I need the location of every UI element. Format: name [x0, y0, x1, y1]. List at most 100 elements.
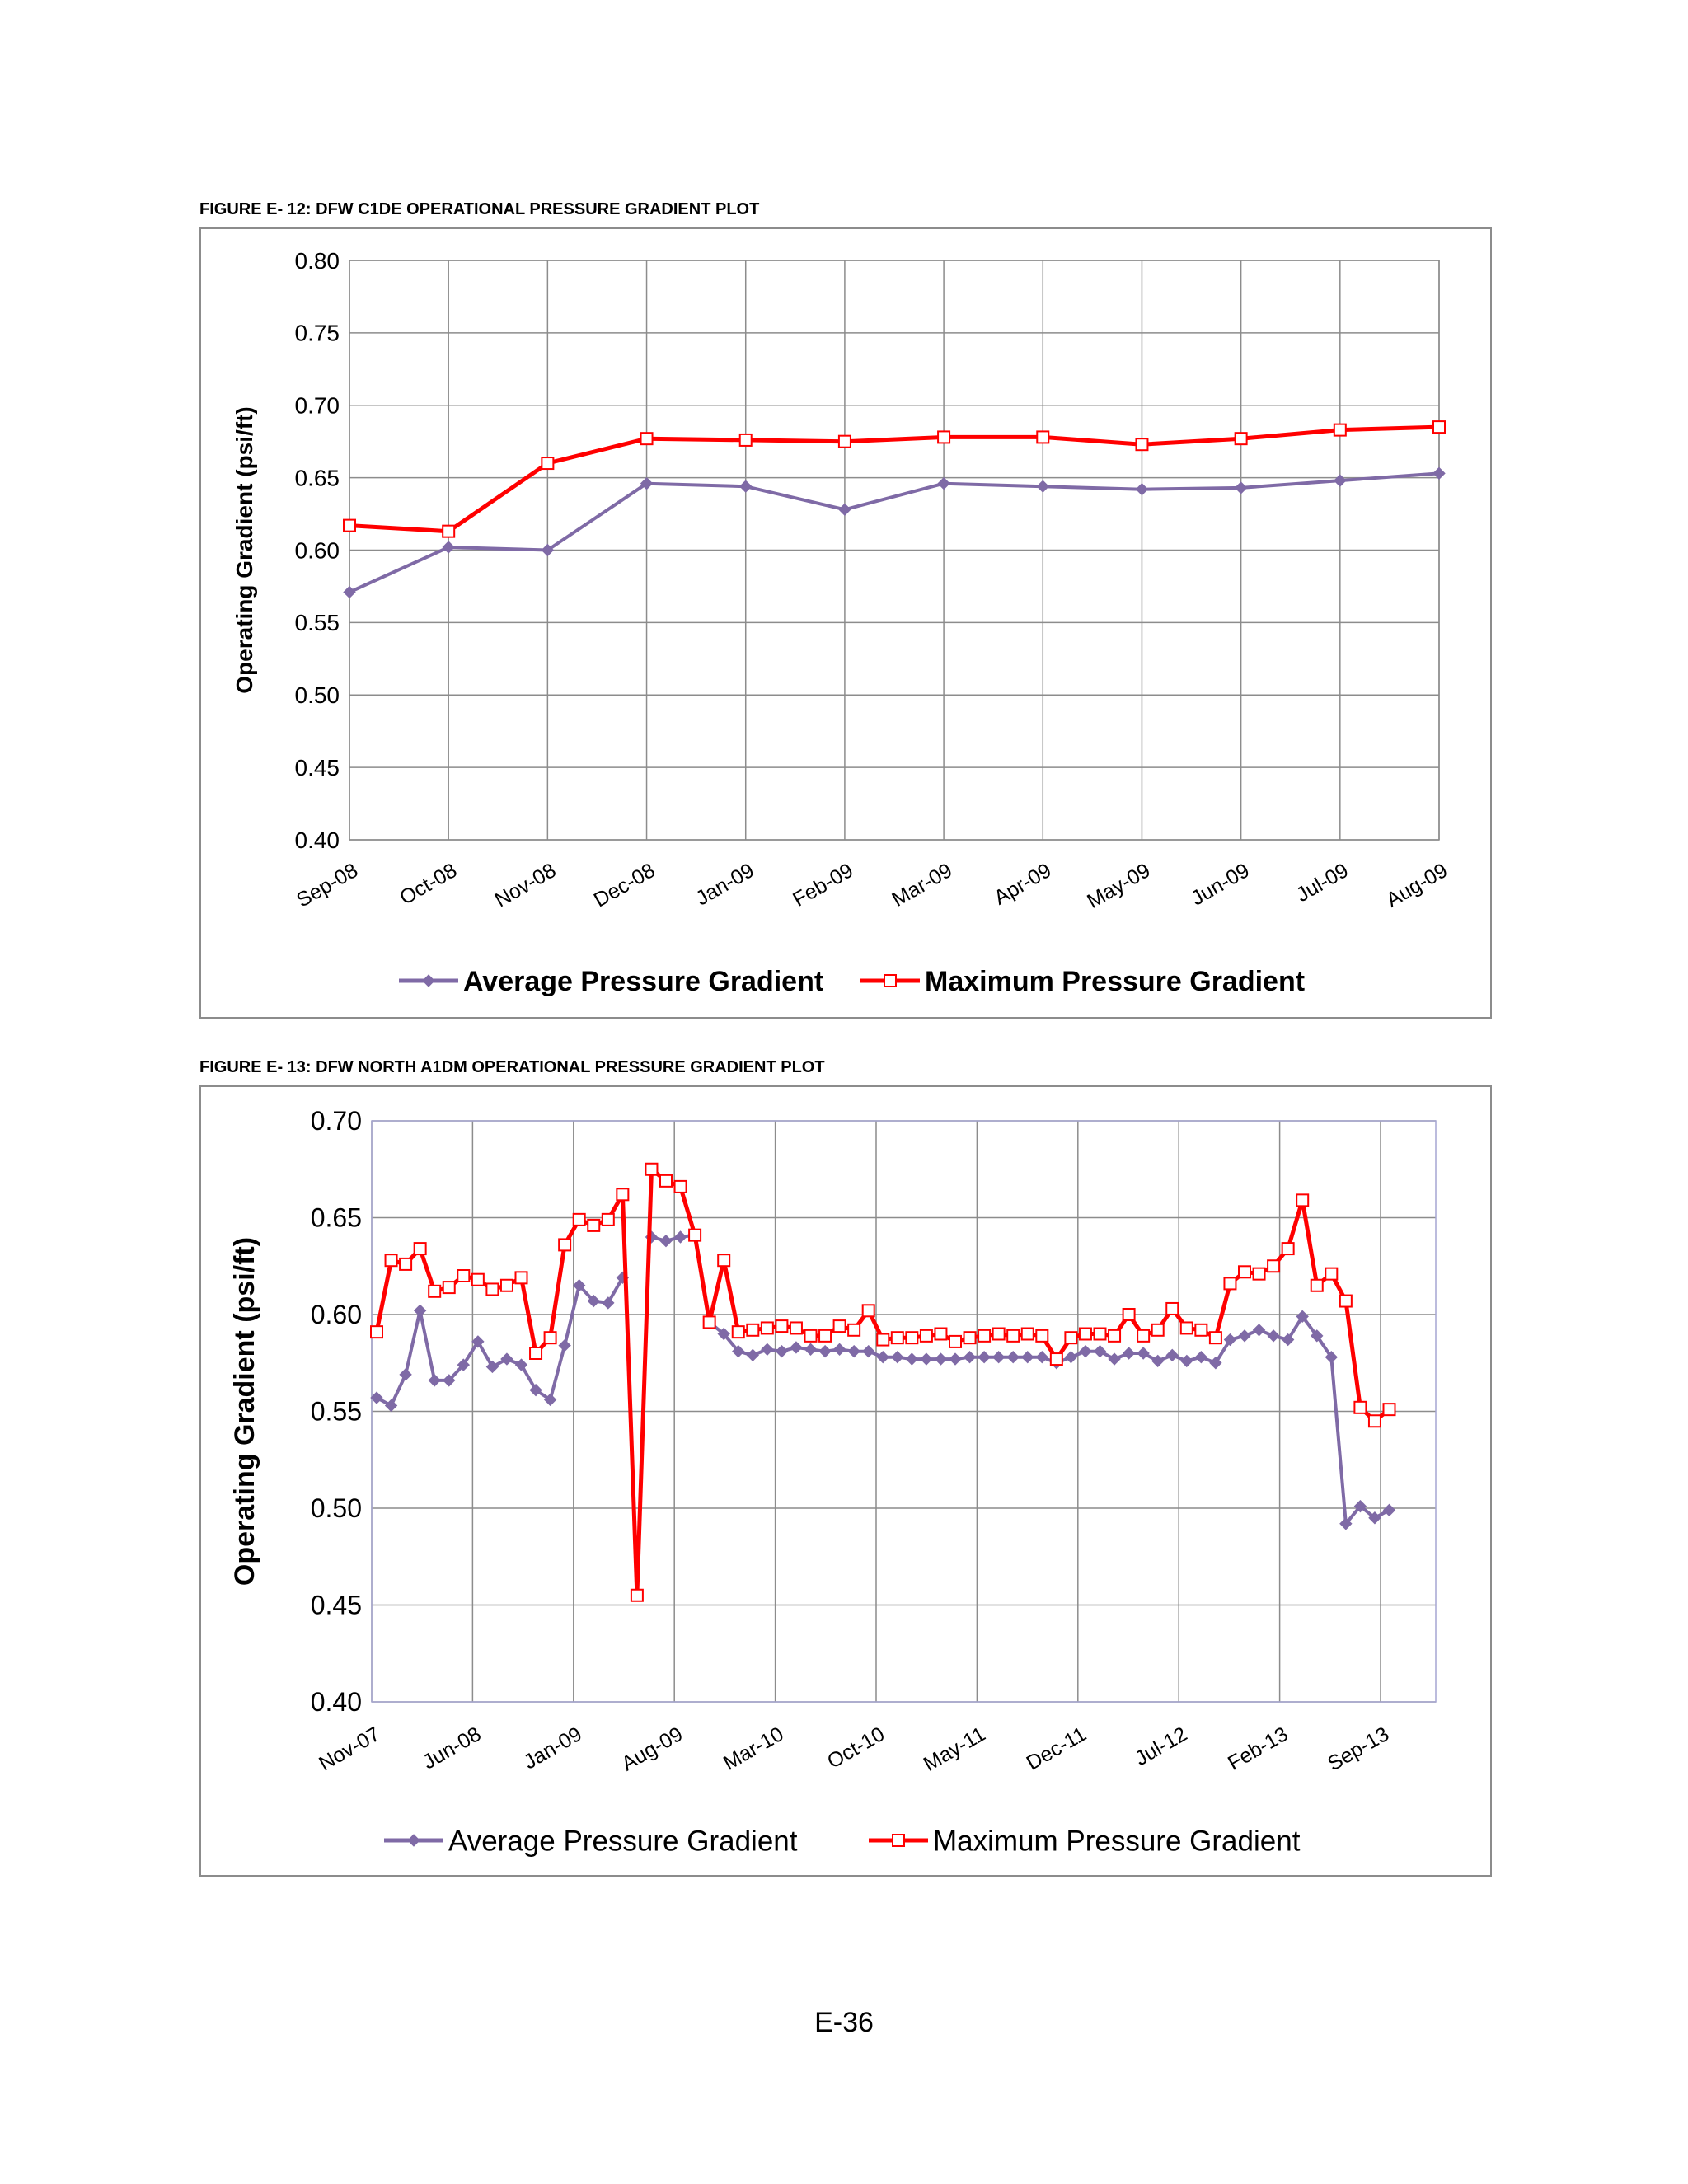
data-point — [572, 1279, 586, 1292]
x-tick-label: Apr-09 — [990, 859, 1055, 910]
data-point — [837, 434, 851, 448]
data-point — [992, 1327, 1006, 1341]
data-point — [543, 1331, 557, 1345]
data-point — [861, 1344, 875, 1358]
data-point — [1252, 1324, 1266, 1337]
data-point — [1325, 1267, 1339, 1281]
data-point — [1281, 1242, 1295, 1256]
data-point — [717, 1254, 731, 1268]
data-point — [1093, 1327, 1107, 1341]
data-point — [1223, 1333, 1237, 1347]
data-point — [1078, 1327, 1092, 1341]
y-tick-label: 0.40 — [295, 827, 340, 853]
chart-2: 0.70 0.65 0.60 0.55 0.50 0.45 0.40 Nov-07 Jun-08… — [229, 1106, 1437, 1857]
data-point — [702, 1315, 716, 1329]
data-point — [1223, 1277, 1237, 1291]
y-tick-label: 0.80 — [295, 248, 340, 274]
x-tick-label: Nov-08 — [491, 859, 560, 912]
data-point — [934, 1327, 948, 1341]
data-point — [413, 1242, 427, 1256]
data-point — [399, 1368, 412, 1381]
data-point — [370, 1325, 383, 1339]
data-point — [1208, 1331, 1222, 1345]
data-point — [1334, 474, 1347, 487]
x-tick-label: Mar-09 — [889, 859, 957, 912]
data-point — [673, 1179, 687, 1193]
y-tick-label: 0.50 — [295, 682, 340, 708]
legend-marker — [407, 1834, 420, 1847]
data-point — [543, 1393, 557, 1407]
series-line — [374, 1167, 1391, 1598]
legend-marker — [892, 1834, 905, 1847]
data-point — [1006, 1329, 1020, 1343]
data-point — [645, 1162, 659, 1176]
data-point — [738, 433, 753, 447]
data-point — [558, 1238, 572, 1252]
y-axis-label: Operating Gradient (psi/ft) — [229, 1237, 260, 1586]
data-point — [790, 1341, 803, 1354]
data-point — [832, 1343, 846, 1357]
data-point — [1194, 1323, 1208, 1337]
data-point — [949, 1352, 962, 1366]
x-tick-label: Jul-12 — [1131, 1722, 1191, 1770]
y-tick-label: 0.50 — [311, 1493, 362, 1523]
x-tick-label: Dec-08 — [590, 859, 659, 912]
data-point — [1151, 1323, 1165, 1337]
data-point — [1165, 1348, 1179, 1362]
y-tick-label: 0.45 — [295, 755, 340, 780]
data-point — [688, 1228, 702, 1242]
data-point — [919, 1329, 933, 1343]
data-point — [485, 1282, 499, 1296]
data-point — [442, 524, 456, 538]
x-tick-label: Jul-09 — [1292, 859, 1353, 907]
data-point — [370, 1391, 383, 1404]
data-point — [861, 1304, 875, 1318]
data-point — [529, 1383, 542, 1397]
data-point — [558, 1338, 571, 1352]
plot-area — [349, 260, 1440, 841]
x-tick-label: Oct-10 — [823, 1722, 889, 1774]
x-tick-label: Mar-10 — [720, 1722, 788, 1775]
data-point — [920, 1352, 933, 1366]
data-point — [1036, 430, 1050, 444]
data-point — [457, 1358, 471, 1371]
data-point — [1180, 1354, 1193, 1368]
data-point — [602, 1296, 615, 1310]
series-maximum — [343, 420, 1446, 538]
data-point — [1281, 1333, 1295, 1347]
y-tick-label: 0.75 — [295, 321, 340, 346]
data-point — [630, 1588, 644, 1602]
data-point — [978, 1329, 992, 1343]
data-point — [832, 1319, 846, 1333]
data-point — [949, 1334, 962, 1348]
data-point — [587, 1218, 601, 1232]
data-point — [775, 1319, 789, 1333]
x-tick-label: Jan-09 — [520, 1722, 586, 1774]
legend-label: Average Pressure Gradient — [463, 966, 823, 997]
series-line — [349, 471, 1440, 594]
data-point — [818, 1329, 832, 1343]
data-point — [1035, 1329, 1049, 1343]
x-tick-label: Aug-09 — [617, 1722, 687, 1776]
y-tick-label: 0.65 — [311, 1203, 362, 1233]
data-point — [847, 1344, 860, 1358]
y-tick-label: 0.70 — [295, 393, 340, 419]
data-point — [1194, 1350, 1208, 1364]
data-point — [640, 432, 654, 446]
data-point — [1165, 1301, 1179, 1315]
data-point — [731, 1325, 745, 1339]
data-point — [1179, 1321, 1193, 1335]
data-point — [442, 541, 455, 554]
data-point — [443, 1374, 456, 1387]
y-tick-label: 0.60 — [295, 537, 340, 563]
data-point — [499, 1278, 513, 1292]
data-point — [572, 1212, 586, 1226]
data-point — [1382, 1403, 1396, 1417]
data-point — [1036, 480, 1049, 493]
data-point — [1093, 1344, 1107, 1358]
data-point — [384, 1399, 398, 1413]
data-point — [717, 1327, 730, 1341]
data-point — [601, 1212, 615, 1226]
data-point — [937, 430, 951, 444]
data-point — [804, 1329, 818, 1343]
